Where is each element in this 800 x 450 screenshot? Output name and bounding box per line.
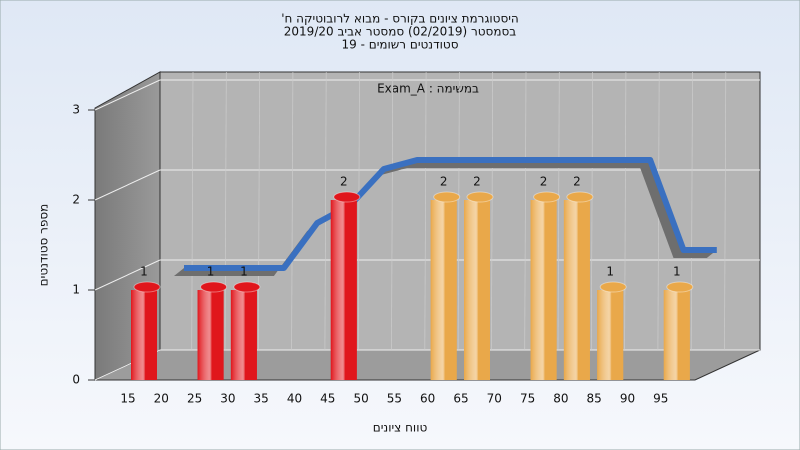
bar-top (466, 191, 494, 203)
bar-top (533, 191, 561, 203)
grid-line (724, 71, 727, 351)
grid-line (457, 71, 460, 351)
x-tick-label: 35 (254, 392, 269, 406)
grid-line (291, 71, 294, 351)
y-axis-label: מספר סטודנטים (37, 204, 51, 287)
grid-line (391, 71, 394, 351)
y-tick-label: 3 (72, 103, 80, 117)
grid-line (624, 71, 627, 351)
data-label: 2 (573, 175, 581, 189)
bar (197, 290, 224, 380)
bar (430, 200, 457, 380)
data-label: 1 (140, 265, 148, 279)
bar (330, 200, 357, 380)
annotation: במשימה : Exam_A (377, 82, 479, 96)
grid-line (590, 71, 593, 351)
x-tick-label: 25 (187, 392, 202, 406)
bar-top (133, 281, 161, 293)
data-label: 1 (240, 265, 248, 279)
x-tick-label: 70 (487, 392, 502, 406)
x-tick-label: 30 (220, 392, 235, 406)
bar-top (666, 281, 694, 293)
data-label: 2 (473, 175, 481, 189)
x-tick-label: 45 (320, 392, 335, 406)
x-tick-label: 95 (653, 392, 668, 406)
grid-line (357, 71, 360, 351)
x-tick-label: 85 (587, 392, 602, 406)
title-line: סטודנטים רשומים - 19 (341, 38, 458, 52)
grid-line (224, 71, 227, 351)
bar (464, 200, 490, 380)
title-line: היסטוגרמת ציונים בקורס - מבוא לרובוטיקה … (281, 12, 519, 26)
x-tick-label: 40 (287, 392, 302, 406)
grid-line (324, 71, 327, 351)
x-tick-label: 65 (453, 392, 468, 406)
y-tick-label: 2 (72, 193, 80, 207)
grid-line (257, 71, 260, 351)
data-label: 1 (207, 265, 215, 279)
y-tick-label: 0 (72, 373, 80, 387)
grid-line (491, 71, 494, 351)
grid-line (94, 259, 161, 291)
bar-top (566, 191, 594, 203)
bar (530, 200, 557, 380)
bar (230, 290, 257, 380)
grid-line (424, 71, 427, 351)
title-line: בסמסטר (02/2019) סמסטר אביב 2019/20 (284, 25, 516, 39)
bar (597, 290, 624, 380)
bar (131, 290, 157, 380)
x-tick-label: 60 (420, 392, 435, 406)
grid-line (557, 71, 560, 351)
grid-line (94, 79, 161, 111)
data-label: 2 (540, 175, 548, 189)
bar-top (233, 281, 261, 293)
x-tick-label: 20 (154, 392, 169, 406)
x-axis-label: טווח ציונים (373, 421, 428, 435)
bar (663, 290, 690, 380)
data-label: 1 (673, 265, 681, 279)
floor (94, 349, 761, 381)
bar-top (200, 281, 228, 293)
grid-line (191, 71, 194, 351)
x-tick-label: 15 (120, 392, 135, 406)
grid-line (94, 169, 161, 201)
x-tick-label: 80 (553, 392, 568, 406)
grid-line (524, 71, 527, 351)
bar (563, 200, 590, 380)
x-tick-label: 75 (520, 392, 535, 406)
x-tick-label: 90 (620, 392, 635, 406)
data-label: 2 (440, 175, 448, 189)
bar-top (599, 281, 627, 293)
grid-line (690, 71, 693, 351)
y-tick-label: 1 (72, 283, 80, 297)
data-label: 1 (606, 265, 614, 279)
trend-ribbon (184, 157, 717, 271)
bar-top (333, 191, 361, 203)
bar-top (433, 191, 461, 203)
x-tick-label: 55 (387, 392, 402, 406)
data-label: 2 (340, 175, 348, 189)
x-tick-label: 50 (353, 392, 368, 406)
